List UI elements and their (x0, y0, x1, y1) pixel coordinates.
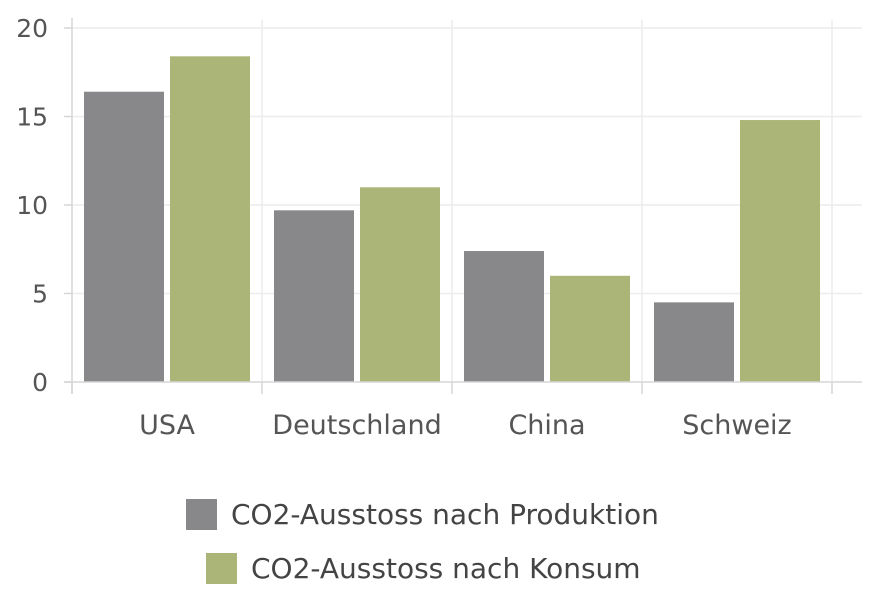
axes (64, 18, 862, 394)
bar-consumption-schweiz (740, 120, 820, 382)
bar-production-deutschland (274, 210, 354, 382)
bars (84, 56, 820, 382)
bar-production-china (464, 251, 544, 382)
legend-label-production: CO2-Ausstoss nach Produktion (231, 498, 659, 531)
legend-swatch-production (186, 499, 217, 530)
legend-label-consumption: CO2-Ausstoss nach Konsum (251, 552, 641, 585)
y-tick-label: 15 (16, 103, 48, 132)
legend-swatch-consumption (206, 553, 237, 584)
x-category-label: Schweiz (682, 410, 791, 441)
x-category-label: China (508, 410, 585, 441)
bar-chart: 0 5 10 15 20 USA Deutschland China Schweiz (16, 14, 862, 441)
legend-item-production: CO2-Ausstoss nach Produktion (186, 498, 659, 531)
y-tick-label: 5 (32, 280, 48, 309)
x-category-labels: USA Deutschland China Schweiz (139, 410, 792, 441)
x-category-label: USA (139, 410, 195, 441)
bar-consumption-china (550, 275, 630, 382)
y-tick-label: 20 (16, 14, 48, 43)
y-tick-labels: 0 5 10 15 20 (16, 14, 48, 397)
y-tick-label: 10 (16, 191, 48, 220)
x-category-label: Deutschland (272, 410, 441, 441)
bar-consumption-usa (170, 56, 250, 382)
legend-item-consumption: CO2-Ausstoss nach Konsum (206, 552, 641, 585)
bar-consumption-deutschland (360, 187, 440, 382)
bar-production-schweiz (654, 302, 734, 382)
y-tick-label: 0 (32, 368, 48, 397)
bar-production-usa (84, 91, 164, 382)
